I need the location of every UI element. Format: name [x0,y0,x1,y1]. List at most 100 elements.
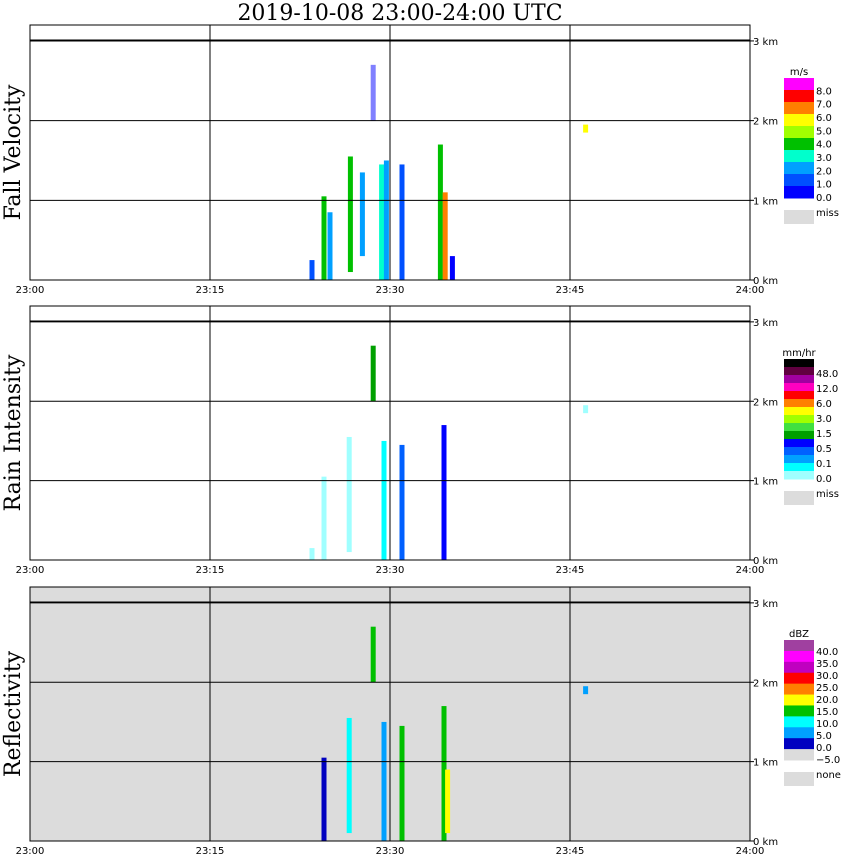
rain-intensity-colorbar-level: 12.0 [816,384,838,395]
reflectivity-colorbar-swatch [784,640,814,652]
reflectivity-y-tick-label: 2 km [753,678,778,689]
fall-velocity-y-tick-label: 2 km [753,117,778,128]
rain-intensity-echo-6 [441,425,447,560]
reflectivity-colorbar-missing-swatch [784,772,814,786]
rain-intensity-colorbar-level: 3.0 [816,414,832,425]
rain-intensity-colorbar-level: 0.0 [816,474,832,485]
rain-intensity-colorbar-swatch [784,471,814,480]
reflectivity-colorbar-missing-label: none [816,770,841,781]
rain-intensity-echo-0 [309,548,315,560]
fall-velocity-colorbar-unit: m/s [790,67,808,78]
rain-intensity-colorbar-swatch [784,407,814,416]
rain-intensity-colorbar-level: 0.1 [816,459,832,470]
rain-intensity-colorbar-missing-swatch [784,491,814,505]
reflectivity-colorbar-level: −5.0 [816,755,840,766]
reflectivity-y-tick-label: 1 km [753,758,778,769]
reflectivity-echo-6 [445,769,451,834]
reflectivity-echo-0 [321,757,327,841]
rain-intensity-x-tick-label: 23:00 [16,565,45,576]
fall-velocity-echo-0 [309,260,315,280]
rain-intensity-echo-4 [381,440,387,560]
reflectivity-echo-2 [370,626,376,683]
rain-intensity-colorbar-level: 0.5 [816,444,832,455]
fall-velocity-echo-10 [442,192,448,280]
fall-velocity-y-axis-label: Fall Velocity [1,84,26,220]
reflectivity-colorbar-swatch [784,749,814,761]
fall-velocity-colorbar-swatch [784,138,814,151]
fall-velocity-colorbar-swatch [784,114,814,127]
rain-intensity-echo-1 [321,476,327,560]
rain-intensity-colorbar-swatch [784,463,814,472]
fall-velocity-x-tick-label: 23:45 [556,285,585,296]
fall-velocity-x-tick-label: 23:15 [196,285,225,296]
rain-intensity-y-tick-label: 3 km [753,318,778,329]
rain-intensity-colorbar-swatch [784,391,814,400]
reflectivity-x-tick-label: 24:00 [736,846,765,857]
reflectivity-colorbar-level: 30.0 [816,671,838,682]
rain-intensity-colorbar-unit: mm/hr [782,348,816,359]
reflectivity-colorbar-swatch [784,694,814,706]
reflectivity-echo-3 [381,721,387,841]
fall-velocity-colorbar-level: 4.0 [816,140,832,151]
rain-intensity-x-tick-label: 23:45 [556,565,585,576]
reflectivity-echo-5 [441,706,447,841]
rain-intensity-frame [29,305,751,561]
reflectivity-colorbar-level: 20.0 [816,695,838,706]
reflectivity-colorbar-swatch [784,661,814,674]
fall-velocity-colorbar-missing-label: miss [816,208,839,219]
fall-velocity-colorbar-level: 7.0 [816,100,832,111]
rain-intensity-colorbar-swatch [784,399,814,408]
rain-intensity-colorbar-swatch [784,431,814,440]
fall-velocity-echo-9 [437,144,443,280]
rain-intensity-colorbar-missing-label: miss [816,489,839,500]
reflectivity-colorbar-swatch [784,705,814,717]
rain-intensity-colorbar-swatch [784,455,814,464]
rain-intensity-colorbar-swatch [784,359,814,368]
rain-intensity-colorbar-swatch [784,383,814,392]
rain-intensity-y-tick-label: 2 km [753,397,778,408]
rain-intensity-y-axis-label: Rain Intensity [1,354,26,511]
rain-intensity-y-tick-label: 0 km [753,556,778,567]
reflectivity-x-tick-label: 23:30 [376,846,405,857]
fall-velocity-colorbar-level: 6.0 [816,113,832,124]
reflectivity-colorbar-swatch [784,650,814,663]
fall-velocity-colorbar-level: 3.0 [816,153,832,164]
fall-velocity-colorbar-swatch [784,90,814,103]
fall-velocity-colorbar-swatch [784,186,814,199]
fall-velocity-x-tick-label: 24:00 [736,285,765,296]
reflectivity-x-tick-label: 23:15 [196,846,225,857]
fall-velocity-echo-6 [379,164,385,280]
reflectivity-x-tick-label: 23:45 [556,846,585,857]
fall-velocity-colorbar-swatch [784,150,814,163]
reflectivity-echo-7 [583,686,589,695]
reflectivity-colorbar-swatch [784,727,814,739]
fall-velocity-echo-8 [399,164,405,280]
reflectivity-colorbar-level: 35.0 [816,659,838,670]
rain-intensity-echo-5 [399,444,405,560]
reflectivity-x-tick-label: 23:00 [16,846,45,857]
fall-velocity-echo-7 [383,160,389,280]
rain-intensity-y-tick-label: 1 km [753,477,778,488]
rain-intensity-x-tick-label: 23:15 [196,565,225,576]
fall-velocity-colorbar-level: 5.0 [816,126,832,137]
fall-velocity-colorbar-missing-swatch [784,210,814,224]
rain-intensity-x-tick-label: 24:00 [736,565,765,576]
fall-velocity-echo-12 [583,124,589,133]
reflectivity-colorbar-level: 40.0 [816,647,838,658]
fall-velocity-colorbar-swatch [784,78,814,91]
reflectivity-echo-4 [399,725,405,841]
rain-intensity-colorbar-level: 48.0 [816,369,838,380]
reflectivity-y-tick-label: 3 km [753,599,778,610]
reflectivity-frame [29,586,751,842]
rain-intensity-echo-2 [346,436,352,553]
reflectivity-y-tick-label: 0 km [753,837,778,848]
fall-velocity-colorbar-level: 1.0 [816,180,832,191]
reflectivity-colorbar-swatch [784,716,814,728]
fall-velocity-frame [29,24,751,281]
reflectivity-colorbar-level: 5.0 [816,731,832,742]
reflectivity-colorbar-swatch [784,683,814,696]
rain-intensity-colorbar-level: 6.0 [816,399,832,410]
fall-velocity-x-tick-label: 23:00 [16,285,45,296]
rain-intensity-colorbar-swatch [784,447,814,456]
